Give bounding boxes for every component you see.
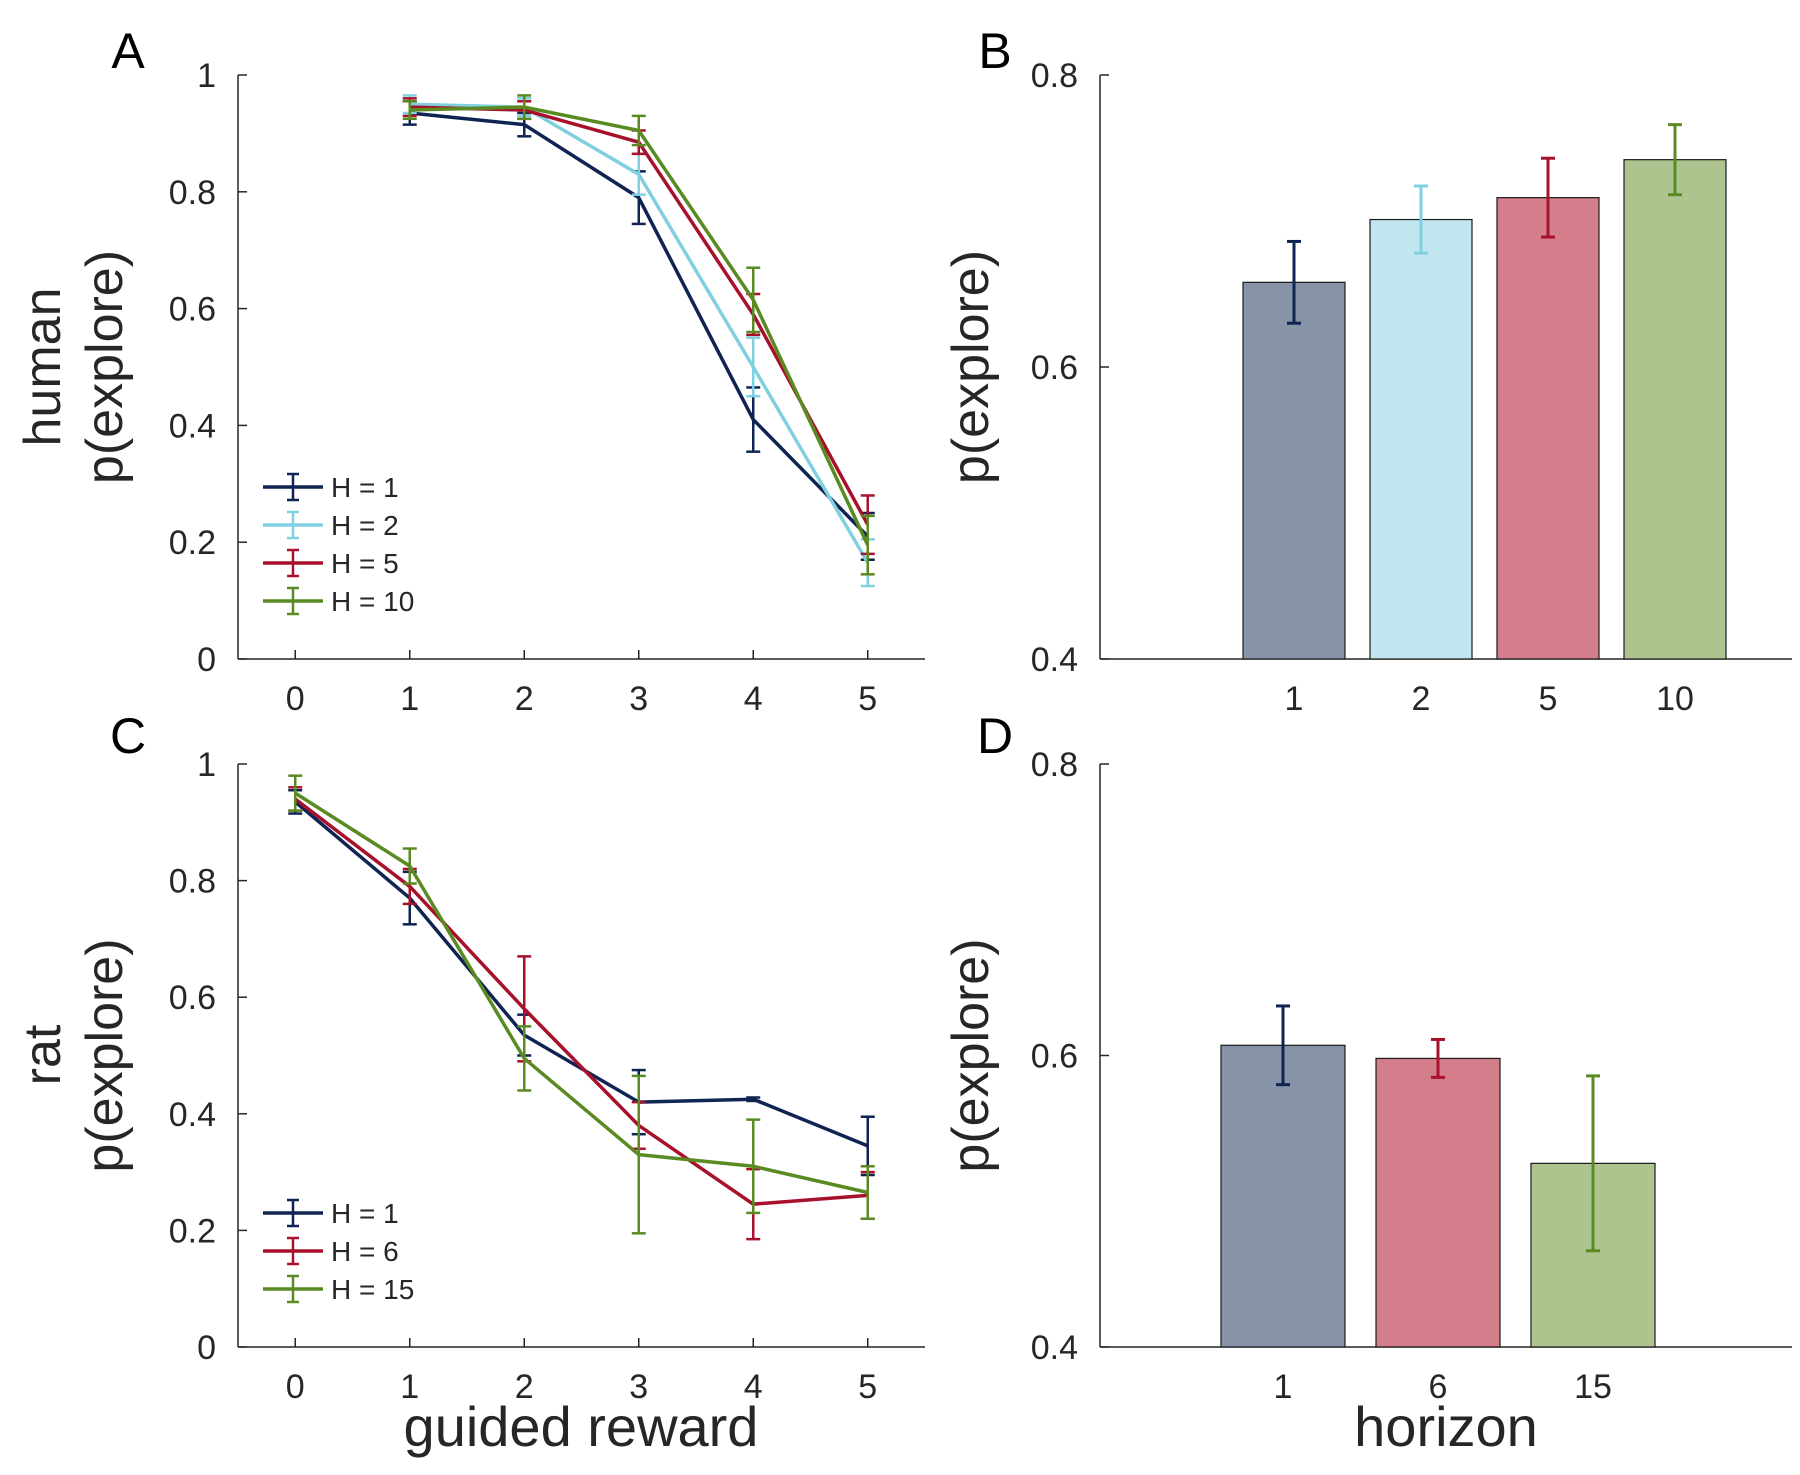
legend: H = 1 H = 2 H = 5 H = 10 [263,472,414,617]
y-tick-label: 0.2 [169,524,216,562]
panel-D: Dp(explore) 0.4 0.6 0.8 1 6 15 [942,708,1792,1406]
bar [1220,1044,1346,1348]
x-tick-label: 15 [1574,1368,1612,1406]
x-tick-label: 3 [629,1368,648,1406]
x-tick-label: 2 [515,1368,534,1406]
x-tick-label: 5 [858,680,877,718]
y-tick-label: 0 [197,1329,216,1367]
bar [1496,197,1600,660]
x-tick-label: 0 [286,680,305,718]
series-h15 [288,774,875,1235]
row-label-human: human [14,288,72,447]
series-h2 [402,94,875,588]
x-tick-label: 2 [1412,680,1431,718]
y-tick-label: 0.4 [1031,1329,1078,1367]
bar [1369,218,1473,660]
x-tick-label: 6 [1429,1368,1448,1406]
y-tick-label: 0.2 [169,1212,216,1250]
series-h1 [402,100,875,561]
x-tick-label: 1 [1274,1368,1293,1406]
panel-C: Cp(explore)00.20.40.60.810 1 2 3 4 5H = 1H = … [76,708,925,1406]
legend-label: H = 15 [331,1274,414,1305]
x-tick-label: 1 [400,1368,419,1406]
y-tick-label: 0.8 [1031,57,1078,95]
y-axis-title: p(explore) [76,250,134,484]
y-tick-label: 0.6 [1031,349,1078,387]
series-line [294,791,869,1195]
series-h6 [288,786,875,1241]
panel-letter: C [110,708,146,764]
panel-letter: D [977,708,1013,764]
panel-letter: B [978,23,1011,79]
x-tick-label: 10 [1656,680,1694,718]
x-tick-label: 5 [858,1368,877,1406]
legend-label: H = 5 [331,548,399,579]
row-label-rat: rat [14,1024,72,1085]
bar [1623,159,1727,660]
y-tick-label: 0.6 [169,291,216,329]
legend: H = 1 H = 6 H = 15 [263,1198,414,1305]
y-tick-label: 0.6 [169,979,216,1017]
y-tick-label: 1 [197,746,216,784]
legend-label: H = 2 [331,510,399,541]
x-tick-label: 4 [744,680,763,718]
y-tick-label: 0 [197,641,216,679]
x-tick-label: 4 [744,1368,763,1406]
y-tick-label: 0.8 [1031,746,1078,784]
panel-B: Bp(explore) 0.4 0.6 0.8 1 2 5 10 [942,23,1792,718]
y-axis-title: p(explore) [942,250,1000,484]
y-axis-title: p(explore) [76,938,134,1172]
x-tick-label: 2 [515,680,534,718]
y-tick-label: 1 [197,57,216,95]
legend-label: H = 1 [331,472,399,503]
y-tick-label: 0.6 [1031,1038,1078,1076]
legend-label: H = 1 [331,1198,399,1229]
x-tick-label: 1 [400,680,419,718]
y-tick-label: 0.4 [1031,641,1078,679]
series-h10 [402,94,875,576]
y-axis-title: p(explore) [942,938,1000,1172]
panel-A: Ap(explore)00.20.40.60.810 1 2 3 4 5H = 1H = … [76,23,925,718]
series-h1 [288,788,875,1177]
x-axis-title-horizon: horizon [1354,1395,1538,1458]
panel-letter: A [111,23,145,79]
x-axis-title-guided-reward: guided reward [404,1395,759,1458]
x-tick-label: 1 [1285,680,1304,718]
y-tick-label: 0.8 [169,863,216,901]
y-tick-label: 0.4 [169,1096,216,1134]
series-line [294,797,868,1206]
legend-label: H = 6 [331,1236,399,1267]
bar [1242,281,1346,660]
x-tick-label: 3 [629,680,648,718]
y-tick-label: 0.4 [169,407,216,445]
series-line [294,800,869,1148]
x-tick-label: 0 [286,1368,305,1406]
y-tick-label: 0.8 [169,174,216,212]
x-tick-label: 5 [1539,680,1558,718]
legend-label: H = 10 [331,586,414,617]
bar [1375,1057,1501,1348]
